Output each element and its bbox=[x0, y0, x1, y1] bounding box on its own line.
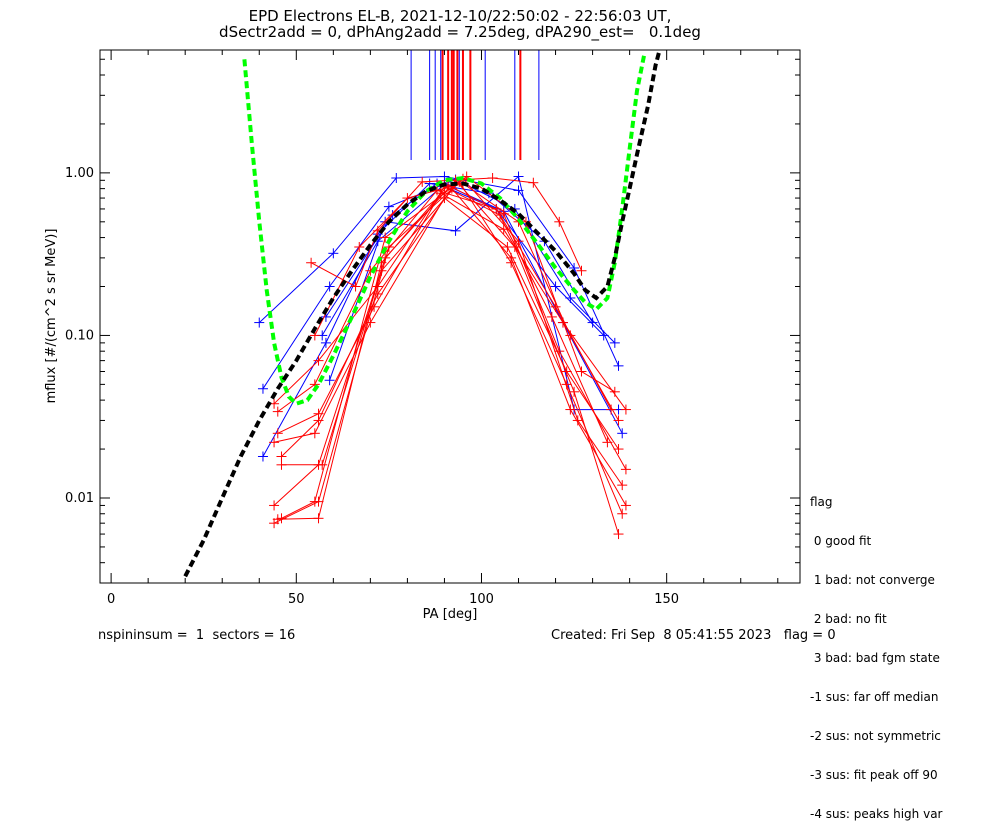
data-point bbox=[269, 437, 280, 448]
data-point bbox=[617, 508, 628, 519]
data-point bbox=[617, 428, 628, 439]
data-point bbox=[509, 241, 520, 252]
series-line-red bbox=[273, 197, 619, 450]
data-point bbox=[554, 216, 565, 227]
data-point bbox=[313, 513, 324, 524]
x-tick-label: 150 bbox=[654, 592, 679, 607]
data-point bbox=[313, 355, 324, 366]
y-axis-label: mflux [#/(cm^2 s sr MeV)] bbox=[44, 229, 59, 404]
data-point bbox=[254, 317, 265, 328]
data-point bbox=[328, 248, 339, 259]
legend-item: 3 bad: bad fgm state bbox=[810, 651, 940, 665]
data-point bbox=[383, 201, 394, 212]
data-point bbox=[528, 177, 539, 188]
legend-item: -3 sus: fit peak off 90 bbox=[810, 768, 938, 782]
legend-item: -2 sus: not symmetric bbox=[810, 729, 941, 743]
y-tick-label: 0.01 bbox=[65, 491, 94, 506]
data-point bbox=[613, 415, 624, 426]
data-point bbox=[380, 232, 391, 243]
data-point bbox=[417, 176, 428, 187]
data-point bbox=[569, 386, 580, 397]
y-tick-label: 0.10 bbox=[65, 328, 94, 343]
data-point bbox=[620, 500, 631, 511]
footer-right: Created: Fri Sep 8 05:41:55 2023 flag = … bbox=[551, 628, 836, 643]
plot-frame bbox=[99, 49, 801, 584]
y-tick-label: 1.00 bbox=[65, 166, 94, 181]
data-point bbox=[609, 337, 620, 348]
data-point bbox=[598, 330, 609, 341]
data-point bbox=[276, 459, 287, 470]
data-point bbox=[606, 404, 617, 415]
legend-title: flag bbox=[810, 495, 833, 509]
data-point bbox=[309, 428, 320, 439]
fit-curves bbox=[183, 50, 662, 578]
footer-left: nspininsum = 1 sectors = 16 bbox=[98, 628, 296, 643]
data-point bbox=[576, 265, 587, 276]
data-point bbox=[313, 459, 324, 470]
data-point bbox=[257, 451, 268, 462]
plot-area: 0 50 100 150 0.01 0.10 1.00 PA [deg] mflux [#/… bbox=[44, 49, 801, 622]
data-point bbox=[324, 281, 335, 292]
data-point bbox=[257, 383, 268, 394]
series-line-red bbox=[273, 179, 619, 535]
data-point bbox=[402, 193, 413, 204]
flag-legend: flag 0 good fit 1 bad: not converge 2 ba… bbox=[810, 470, 942, 834]
data-point bbox=[546, 311, 557, 322]
data-point bbox=[320, 337, 331, 348]
series-line-red bbox=[273, 186, 612, 410]
data-point bbox=[309, 496, 320, 507]
data-point bbox=[587, 317, 598, 328]
data-point bbox=[439, 193, 450, 204]
chart-title-line1: EPD Electrons EL-B, 2021-12-10/22:50:02 … bbox=[248, 7, 672, 25]
data-point bbox=[324, 375, 335, 386]
legend-item: 1 bad: not converge bbox=[810, 573, 935, 587]
legend-item: -4 sus: peaks high var bbox=[810, 807, 943, 821]
data-point bbox=[272, 428, 283, 439]
legend-item: -1 sus: far off median bbox=[810, 690, 939, 704]
data-point bbox=[554, 346, 565, 357]
x-tick-label: 100 bbox=[469, 592, 494, 607]
data-point bbox=[513, 171, 524, 182]
legend-item: 0 good fit bbox=[810, 534, 872, 548]
peak-markers bbox=[410, 50, 540, 160]
axes: 0 50 100 150 0.01 0.10 1.00 bbox=[65, 50, 800, 607]
data-point bbox=[354, 241, 365, 252]
data-point bbox=[572, 415, 583, 426]
series-line-red bbox=[277, 189, 608, 443]
chart-title-line2: dSectr2add = 0, dPhAng2add = 7.25deg, dP… bbox=[219, 23, 701, 41]
data-point bbox=[450, 225, 461, 236]
data-point bbox=[613, 360, 624, 371]
data-point bbox=[313, 415, 324, 426]
data-point bbox=[306, 257, 317, 268]
data-point bbox=[620, 464, 631, 475]
data-point bbox=[506, 257, 517, 268]
data-point bbox=[609, 386, 620, 397]
data-point bbox=[613, 444, 624, 455]
series-line-red bbox=[277, 192, 627, 434]
fit-curve-black bbox=[183, 50, 662, 578]
data-point bbox=[617, 480, 628, 491]
data-point bbox=[272, 406, 283, 417]
data-point bbox=[491, 203, 502, 214]
x-axis-label: PA [deg] bbox=[423, 607, 478, 622]
data-point bbox=[391, 172, 402, 183]
data-point bbox=[498, 208, 509, 219]
data-point bbox=[576, 366, 587, 377]
x-tick-label: 50 bbox=[288, 592, 305, 607]
legend-item: 2 bad: no fit bbox=[810, 612, 887, 626]
data-point bbox=[269, 500, 280, 511]
data-point bbox=[276, 513, 287, 524]
data-point bbox=[613, 529, 624, 540]
data-point bbox=[498, 224, 509, 235]
series-line-blue bbox=[321, 183, 623, 434]
data-point bbox=[620, 404, 631, 415]
fit-curve-green bbox=[242, 53, 647, 406]
data-series bbox=[254, 171, 631, 540]
data-point bbox=[550, 281, 561, 292]
data-point bbox=[487, 172, 498, 183]
x-tick-label: 0 bbox=[107, 592, 115, 607]
data-point bbox=[350, 281, 361, 292]
